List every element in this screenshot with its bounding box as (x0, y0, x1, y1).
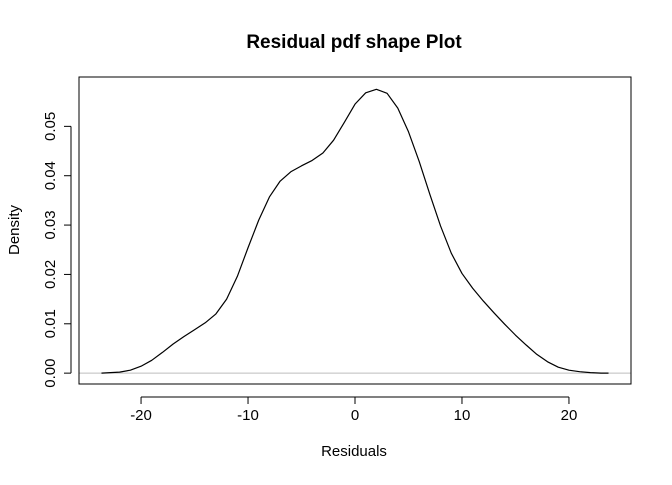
y-tick-label: 0.00 (42, 359, 59, 388)
x-tick-label: -10 (237, 407, 259, 424)
y-tick-label: 0.04 (42, 161, 59, 190)
x-tick-label: -20 (130, 407, 152, 424)
y-tick-label: 0.01 (42, 309, 59, 338)
x-tick-label: 20 (561, 407, 578, 424)
y-tick-label: 0.03 (42, 210, 59, 239)
chart-title: Residual pdf shape Plot (246, 32, 462, 53)
x-tick-label: 10 (454, 407, 471, 424)
x-tick-label: 0 (351, 407, 359, 424)
y-axis-label: Density (6, 204, 23, 255)
y-axis: 0.00 0.01 0.02 0.03 0.04 0.05 (42, 112, 72, 388)
y-tick-label: 0.05 (42, 112, 59, 141)
y-tick-label: 0.02 (42, 260, 59, 289)
density-curve (101, 88, 609, 374)
x-axis: -20 -10 0 10 20 (130, 396, 578, 424)
plot-frame (78, 76, 632, 385)
x-axis-label: Residuals (321, 443, 387, 460)
